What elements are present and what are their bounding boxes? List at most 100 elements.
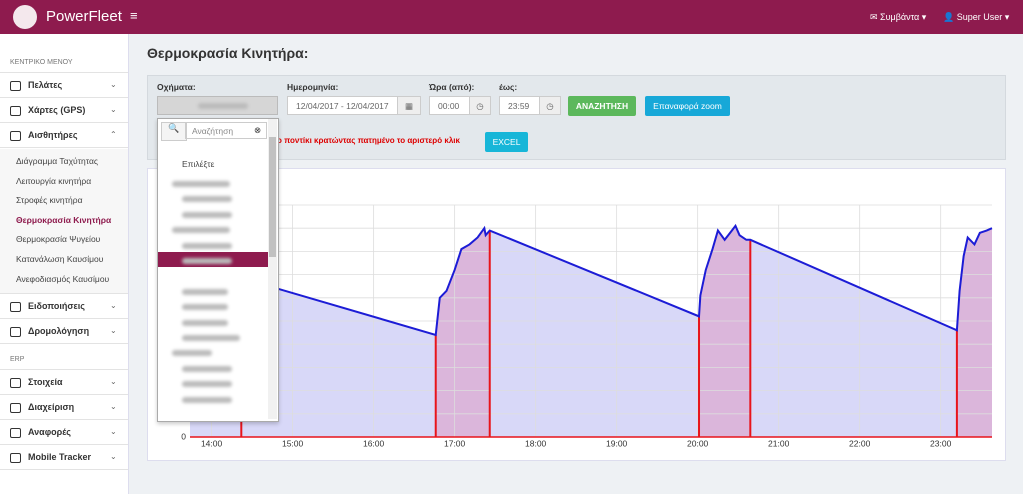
on-period-area xyxy=(699,225,751,437)
blurred-option xyxy=(182,304,228,311)
separator xyxy=(0,394,128,395)
search-button[interactable]: ΑΝΑΖΗΤΗΣΗ xyxy=(568,96,636,116)
excel-button[interactable]: EXCEL xyxy=(485,132,528,152)
x-tick-label: 22:00 xyxy=(849,438,871,448)
menu-item[interactable]: Αισθητήρες xyxy=(28,130,78,140)
vehicle-dropdown: 🔍 Αναζήτηση ⊗ Επιλέξτε xyxy=(157,118,279,422)
clear-icon[interactable]: ⊗ xyxy=(254,125,262,135)
blurred-option xyxy=(172,227,230,234)
section-title: ERP xyxy=(10,356,25,363)
brand[interactable]: PowerFleet xyxy=(46,8,122,25)
separator xyxy=(0,147,128,148)
clock-icon[interactable]: ◷ xyxy=(539,97,560,114)
x-tick-label: 20:00 xyxy=(687,438,709,448)
x-tick-label: 19:00 xyxy=(606,438,628,448)
series-line xyxy=(189,223,993,337)
chevron[interactable]: ⌄ xyxy=(110,301,117,310)
x-tick-label: 14:00 xyxy=(201,438,223,448)
label: Οχήματα: xyxy=(157,82,196,92)
menu-item[interactable]: Στοιχεία xyxy=(28,377,63,387)
menu-icon xyxy=(10,403,21,413)
chevron[interactable]: ⌄ xyxy=(110,402,117,411)
search-input[interactable]: Αναζήτηση ⊗ xyxy=(185,122,267,139)
submenu-item[interactable]: Στροφές κινητήρα xyxy=(16,195,83,206)
time-to[interactable]: 23:59 ◷ xyxy=(499,96,561,115)
chevron[interactable]: ⌄ xyxy=(110,377,117,386)
menu-item[interactable]: Αναφορές xyxy=(28,427,71,437)
menu-toggle[interactable]: ≡ xyxy=(130,8,138,23)
separator xyxy=(0,318,128,319)
on-period-area xyxy=(956,228,992,437)
submenu-item[interactable]: Θερμοκρασία Ψυγείου xyxy=(16,234,101,245)
calendar-icon[interactable]: ▦ xyxy=(397,97,420,114)
logo xyxy=(13,5,37,29)
chevron[interactable]: ⌄ xyxy=(110,427,117,436)
section-title: ΚΕΝΤΡΙΚΟ ΜΕΝΟΥ xyxy=(10,59,73,66)
submenu-item[interactable]: Θερμοκρασία Κινητήρα xyxy=(16,214,112,225)
separator xyxy=(0,293,128,294)
scrollbar[interactable] xyxy=(268,119,277,419)
blurred-option xyxy=(182,211,232,218)
separator xyxy=(0,419,128,420)
chevron[interactable]: ⌄ xyxy=(110,105,117,114)
separator xyxy=(0,72,128,73)
search-icon: 🔍 xyxy=(161,122,187,141)
area xyxy=(190,225,992,437)
label: Ημερομηνία: xyxy=(287,82,339,92)
chevron[interactable]: ⌄ xyxy=(110,452,117,461)
y-tick-label: 0 xyxy=(181,431,186,441)
menu-item[interactable]: Πελάτες xyxy=(28,80,63,90)
menu-item[interactable]: Δρομολόγηση xyxy=(28,326,90,336)
menu-item[interactable]: Mobile Tracker xyxy=(28,452,92,462)
submenu-item[interactable]: Κατανάλωση Καυσίμου xyxy=(16,254,104,264)
reset-zoom-button[interactable]: Επαναφορά zoom xyxy=(645,96,730,116)
blurred-option xyxy=(182,242,232,249)
date-input[interactable]: 12/04/2017 - 12/04/2017 ▦ xyxy=(287,96,421,115)
menu-item[interactable]: Διαχείριση xyxy=(28,402,75,412)
user-menu[interactable]: 👤 Super User ▾ xyxy=(943,12,1010,22)
submenu-item[interactable]: Διάγραμμα Ταχύτητας xyxy=(16,156,99,166)
submenu-bg xyxy=(0,149,128,293)
events-label: Συμβάντα xyxy=(880,12,920,22)
chevron[interactable]: ⌄ xyxy=(110,80,117,89)
menu-icon xyxy=(10,378,21,388)
scroll-thumb[interactable] xyxy=(269,137,276,257)
on-period-area xyxy=(435,228,490,437)
separator xyxy=(0,343,128,344)
menu-item[interactable]: Ειδοποιήσεις xyxy=(28,301,85,311)
events-menu[interactable]: ✉ Συμβάντα ▾ xyxy=(870,12,927,22)
chevron[interactable]: ⌄ xyxy=(110,326,117,335)
chevron[interactable]: ⌃ xyxy=(110,130,117,139)
menu-icon xyxy=(10,131,21,141)
blurred-text xyxy=(198,103,248,109)
label: έως: xyxy=(499,82,518,92)
time-value: 00:00 xyxy=(438,101,460,111)
menu-item[interactable]: Χάρτες (GPS) xyxy=(28,105,86,115)
menu-icon xyxy=(10,302,21,312)
submenu-item[interactable]: Λειτουργία κινητήρα xyxy=(16,175,92,186)
blurred-option xyxy=(182,319,228,326)
separator xyxy=(0,444,128,445)
x-tick-label: 17:00 xyxy=(444,438,466,448)
date-value: 12/04/2017 - 12/04/2017 xyxy=(296,101,389,111)
page-title: Θερμοκρασία Κινητήρα: xyxy=(147,45,309,61)
clock-icon[interactable]: ◷ xyxy=(469,97,490,114)
menu-icon xyxy=(10,106,21,116)
time-from[interactable]: 00:00 ◷ xyxy=(429,96,491,115)
x-tick-label: 21:00 xyxy=(768,438,790,448)
blurred-option xyxy=(172,350,212,357)
separator xyxy=(0,97,128,98)
filter-panel xyxy=(147,75,1006,160)
menu-icon xyxy=(10,453,21,463)
blurred-option xyxy=(182,196,232,203)
option[interactable]: Επιλέξτε xyxy=(182,159,215,169)
separator xyxy=(0,369,128,370)
submenu-item[interactable]: Ανεφοδιασμός Καυσίμου xyxy=(16,273,110,284)
x-tick-label: 23:00 xyxy=(930,438,952,448)
time-value: 23:59 xyxy=(508,101,530,111)
blurred-option xyxy=(182,381,232,388)
vehicle-select[interactable] xyxy=(157,96,278,115)
blurred-option xyxy=(182,335,240,341)
menu-icon xyxy=(10,81,21,91)
